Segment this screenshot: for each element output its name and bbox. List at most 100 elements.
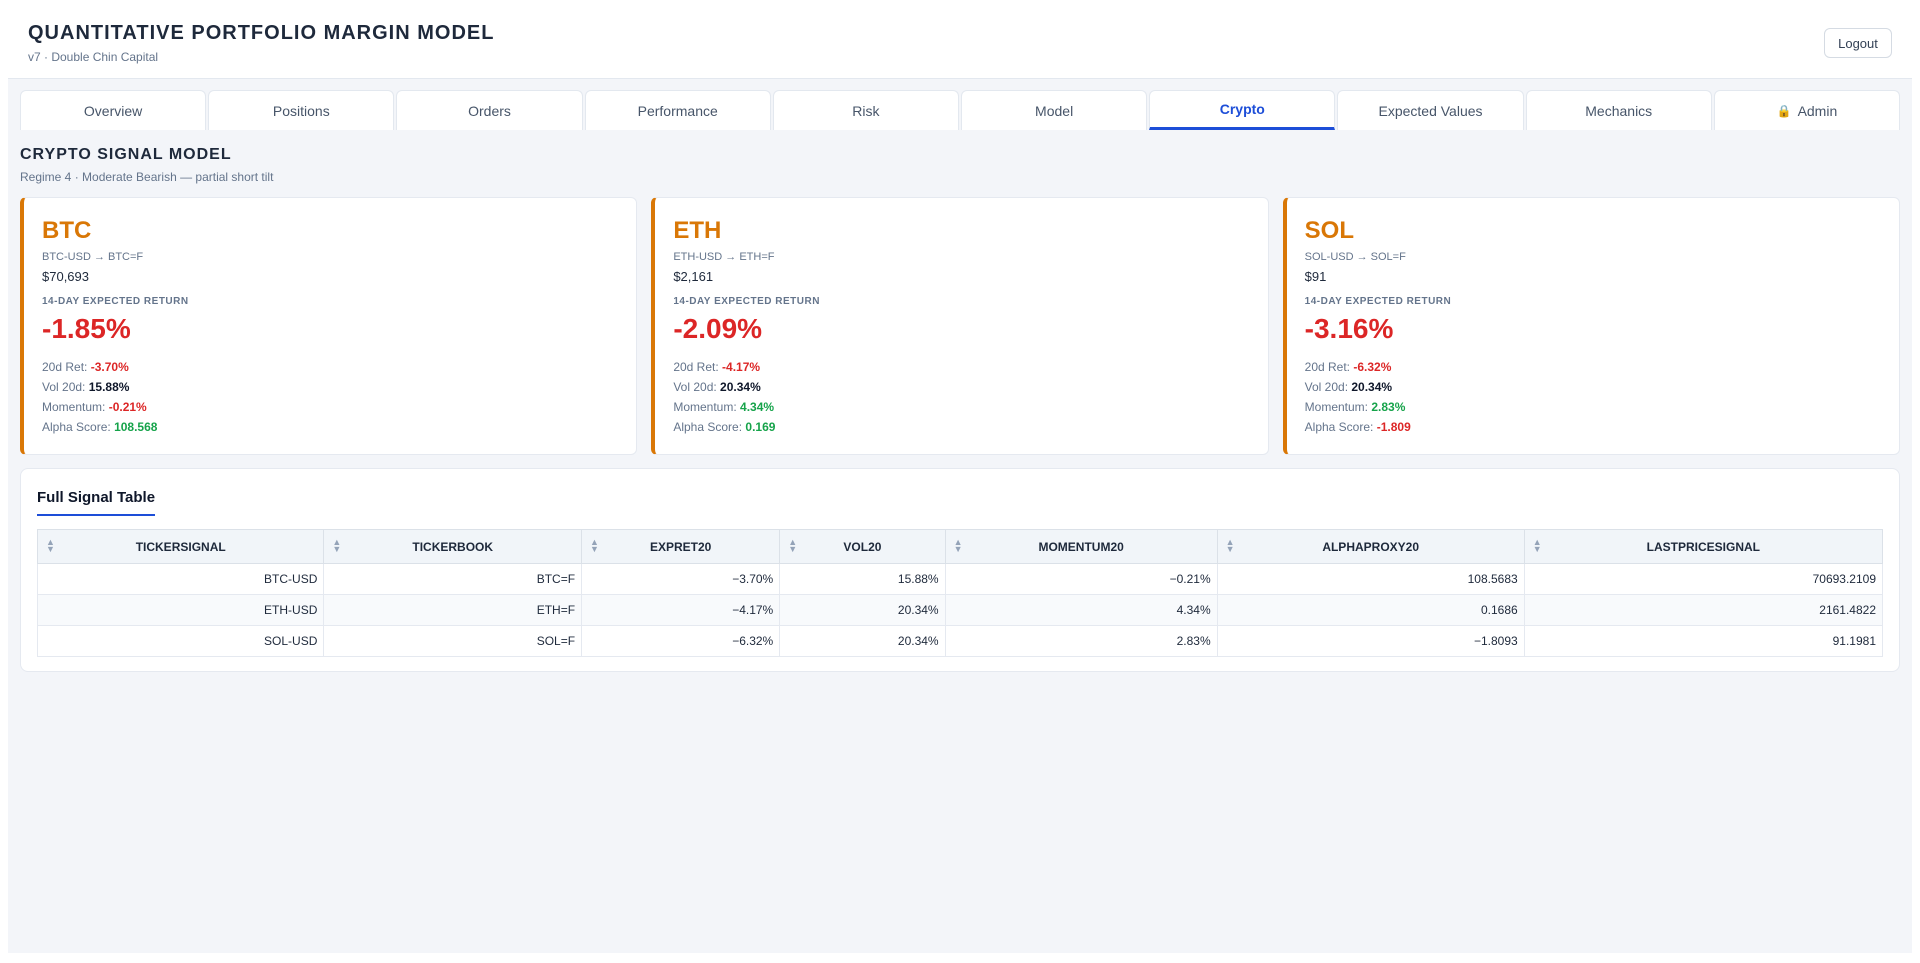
tab-label: Overview [83, 102, 143, 119]
card-symbol: SOL [1304, 217, 1354, 244]
column-header-alphaproxy20[interactable]: ▲ ▼ ALPHAPROXY20 [1216, 529, 1525, 564]
table-cell: −4.17% [581, 594, 781, 626]
tab-expected-values[interactable]: Expected Values [1337, 90, 1524, 130]
tab-label: Positions [272, 102, 330, 119]
expected-return-value: -2.09% [673, 313, 763, 344]
column-header-expret20[interactable]: ▲ ▼ EXPRET20 [581, 529, 781, 564]
signal-card-sol: SOL SOL-USD → SOL=F $91 14-DAY EXPECTED … [1282, 197, 1900, 455]
section-title: CRYPTO SIGNAL MODEL [20, 146, 232, 163]
momentum-row: Momentum: 2.83% [1305, 397, 1899, 417]
tab-crypto[interactable]: Crypto [1149, 90, 1336, 130]
expected-return-label: 14-DAY EXPECTED RETURN [42, 296, 189, 307]
table-cell: −0.21% [944, 563, 1218, 595]
tab-model[interactable]: Model [961, 90, 1148, 130]
tab-bar: Overview Positions Orders Performance Ri… [20, 90, 1901, 132]
momentum-row: Momentum: -0.21% [42, 397, 636, 417]
vol20-label: Vol 20d: [42, 380, 86, 394]
ret20-row: 20d Ret: -6.32% [1305, 357, 1899, 377]
column-header-vol20[interactable]: ▲ ▼ VOL20 [779, 529, 946, 564]
column-header-lastpricesignal[interactable]: ▲ ▼ LASTPRICESIGNAL [1523, 529, 1884, 564]
momentum-label: Momentum: [42, 400, 106, 414]
card-price: $70,693 [42, 269, 89, 284]
tab-risk[interactable]: Risk [772, 90, 960, 130]
sort-icon: ▲ ▼ [590, 537, 599, 554]
table-cell: 2161.4822 [1523, 594, 1884, 626]
table-cell: SOL-USD [36, 625, 325, 657]
momentum-row: Momentum: 4.34% [673, 397, 1267, 417]
column-header-momentum20[interactable]: ▲ ▼ MOMENTUM20 [944, 529, 1218, 564]
ret20-row: 20d Ret: -3.70% [42, 357, 636, 377]
expected-return-value: -1.85% [42, 313, 131, 344]
table-cell: 20.34% [779, 625, 946, 657]
expected-return-label: 14-DAY EXPECTED RETURN [1304, 296, 1452, 307]
tab-overview[interactable]: Overview [20, 90, 207, 130]
vol20-row: Vol 20d: 20.34% [1305, 377, 1899, 397]
tab-admin[interactable]: 🔒 Admin [1713, 90, 1901, 130]
momentum-value: -0.21% [108, 400, 147, 414]
logout-button[interactable]: Logout [1824, 28, 1892, 58]
card-price: $91 [1304, 269, 1327, 284]
column-label: VOL20 [843, 539, 882, 554]
column-label: EXPRET20 [649, 539, 712, 554]
table-row: ETH-USD ETH=F −4.17% 20.34% 4.34% 0.1686… [36, 594, 1884, 626]
column-label: TICKERBOOK [412, 539, 494, 554]
expected-return-value: -3.16% [1304, 313, 1394, 344]
alpha-row: Alpha Score: 0.169 [673, 417, 1267, 437]
signal-card-btc: BTC BTC-USD → BTC=F $70,693 14-DAY EXPEC… [20, 197, 638, 455]
table-cell: ETH=F [323, 594, 583, 626]
table-row: SOL-USD SOL=F −6.32% 20.34% 2.83% −1.809… [36, 625, 1884, 657]
tab-label: Performance [637, 102, 718, 119]
vol20-value: 20.34% [1351, 380, 1393, 394]
signal-table-panel: Full Signal Table ▲ ▼ TICKERSIGNAL ▲ ▼ TICKE… [20, 468, 1900, 672]
full-signal-table-tab[interactable]: Full Signal Table [37, 489, 156, 516]
expected-return-label: 14-DAY EXPECTED RETURN [673, 296, 820, 307]
column-header-tickerbook[interactable]: ▲ ▼ TICKERBOOK [323, 529, 583, 564]
tab-label: Risk [852, 102, 880, 119]
table-cell: BTC=F [323, 563, 583, 595]
card-ticker-mapping: BTC-USD → BTC=F [42, 251, 144, 263]
table-cell: 70693.2109 [1523, 563, 1884, 595]
alpha-value: 0.169 [745, 420, 776, 434]
tab-label: Crypto [1219, 101, 1265, 117]
sort-icon: ▲ ▼ [953, 537, 963, 554]
table-cell: −6.32% [581, 625, 781, 657]
alpha-row: Alpha Score: 108.568 [42, 417, 636, 437]
alpha-value: 108.568 [114, 420, 158, 434]
ret20-label: 20d Ret: [1304, 360, 1351, 374]
vol20-label: Vol 20d: [673, 380, 717, 394]
ret20-value: -4.17% [722, 360, 761, 374]
momentum-label: Momentum: [1304, 400, 1369, 414]
regime-subtitle: Regime 4 · Moderate Bearish — partial sh… [20, 170, 274, 184]
ret20-label: 20d Ret: [42, 360, 88, 374]
tab-mechanics[interactable]: Mechanics [1525, 90, 1712, 130]
column-header-tickersignal[interactable]: ▲ ▼ TICKERSIGNAL [36, 529, 325, 564]
table-cell: ETH-USD [36, 594, 325, 626]
tab-label: Expected Values [1378, 102, 1483, 119]
vol20-value: 15.88% [88, 380, 130, 394]
momentum-value: 2.83% [1371, 400, 1406, 414]
app-title: QUANTITATIVE PORTFOLIO MARGIN MODEL [28, 22, 495, 44]
table-cell: 0.1686 [1216, 594, 1525, 626]
tab-orders[interactable]: Orders [396, 90, 583, 130]
card-ticker-mapping: ETH-USD → ETH=F [673, 251, 775, 263]
column-label: ALPHAPROXY20 [1322, 539, 1420, 554]
column-label: MOMENTUM20 [1038, 539, 1124, 554]
sort-icon: ▲ ▼ [46, 537, 55, 554]
table-cell: −3.70% [581, 563, 781, 595]
tab-performance[interactable]: Performance [584, 90, 771, 130]
vol20-row: Vol 20d: 20.34% [673, 377, 1267, 397]
ret20-label: 20d Ret: [673, 360, 719, 374]
sort-icon: ▲ ▼ [1532, 537, 1542, 554]
tab-label: Orders [468, 102, 511, 119]
signal-cards: BTC BTC-USD → BTC=F $70,693 14-DAY EXPEC… [20, 197, 1900, 455]
table-cell: BTC-USD [36, 563, 325, 595]
app-header: QUANTITATIVE PORTFOLIO MARGIN MODEL v7 ·… [8, 0, 1912, 79]
table-cell: −1.8093 [1216, 625, 1525, 657]
card-ticker-mapping: SOL-USD → SOL=F [1304, 251, 1406, 263]
table-row: BTC-USD BTC=F −3.70% 15.88% −0.21% 108.5… [36, 563, 1884, 595]
table-cell: 20.34% [779, 594, 946, 626]
sort-icon: ▲ ▼ [332, 537, 342, 554]
tab-positions[interactable]: Positions [208, 90, 395, 130]
alpha-label: Alpha Score: [673, 420, 743, 434]
card-price: $2,161 [673, 269, 714, 284]
